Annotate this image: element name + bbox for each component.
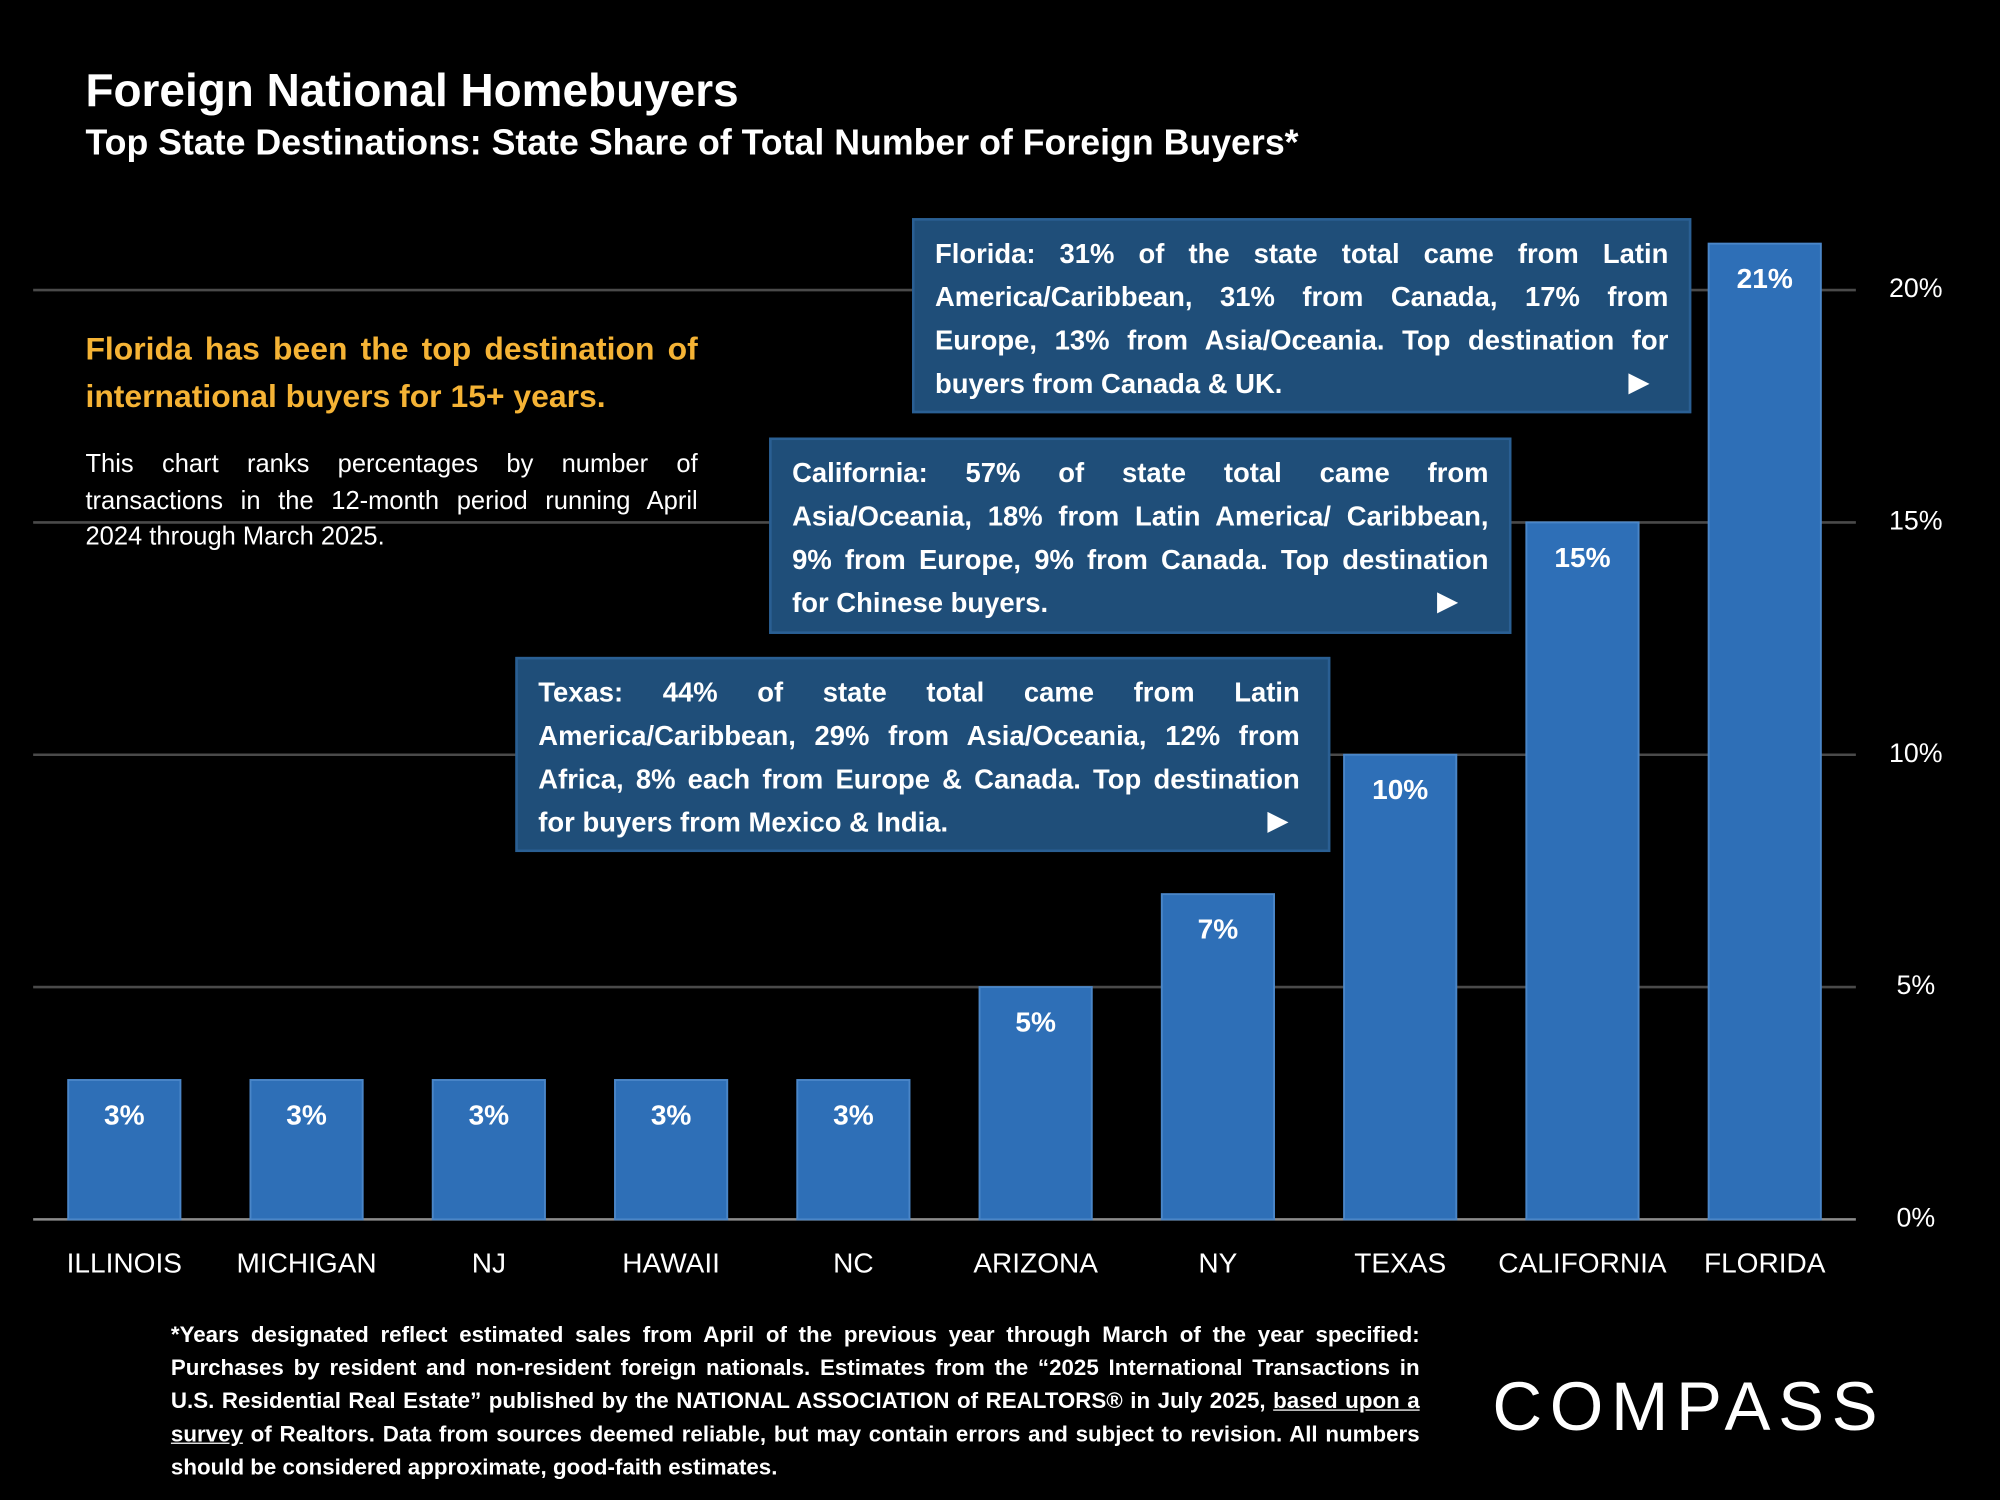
x-tick-label: TEXAS	[1354, 1248, 1446, 1279]
bar	[978, 986, 1093, 1221]
y-tick-label: 15%	[1889, 505, 1943, 535]
annotation-box: Florida: 31% of the state total came fro…	[911, 218, 1692, 414]
bar	[249, 1079, 364, 1221]
x-tick-label: NC	[833, 1248, 874, 1279]
y-tick-label: 10%	[1889, 738, 1943, 768]
x-tick-label: HAWAII	[622, 1248, 720, 1279]
bar	[614, 1079, 729, 1221]
callout-headline: Florida has been the top destination of …	[85, 331, 698, 415]
bar	[1525, 521, 1640, 1221]
arrow-icon: ▶	[1628, 368, 1649, 397]
value-label: 10%	[1372, 774, 1428, 805]
value-label: 3%	[104, 1099, 145, 1130]
callout-text: This chart ranks percentages by number o…	[85, 450, 698, 552]
value-label: 5%	[1015, 1006, 1056, 1037]
x-tick-label: FLORIDA	[1704, 1248, 1826, 1279]
annotation-text: California: 57% of state total came from…	[792, 457, 1489, 619]
annotation-text: Texas: 44% of state total came from Lati…	[538, 677, 1300, 839]
annotation-text: Florida: 31% of the state total came fro…	[934, 238, 1669, 400]
x-tick-label: ARIZONA	[973, 1248, 1098, 1279]
value-label: 7%	[1198, 914, 1239, 945]
arrow-icon: ▶	[1437, 588, 1458, 617]
x-tick-label: MICHIGAN	[236, 1248, 376, 1279]
x-tick-label: NY	[1198, 1248, 1237, 1279]
value-label: 3%	[469, 1099, 510, 1130]
value-label: 3%	[286, 1099, 327, 1130]
title: Foreign National Homebuyers	[85, 63, 739, 117]
value-label: 3%	[651, 1099, 692, 1130]
footnote: *Years designated reflect estimated sale…	[171, 1318, 1420, 1484]
bar	[1160, 893, 1275, 1221]
subtitle: Top State Destinations: State Share of T…	[85, 122, 1299, 162]
annotation-box: California: 57% of state total came from…	[769, 437, 1512, 634]
y-tick-label: 5%	[1896, 970, 1935, 1000]
x-tick-label: CALIFORNIA	[1498, 1248, 1667, 1279]
footnote-text: *Years designated reflect estimated sale…	[170, 1321, 1420, 1414]
bar	[796, 1079, 911, 1221]
x-tick-label: NJ	[472, 1248, 506, 1279]
value-label: 15%	[1554, 542, 1610, 573]
footnote-text: of Realtors. Data from sources deemed re…	[170, 1420, 1420, 1480]
bar	[431, 1079, 546, 1221]
bar	[67, 1079, 182, 1221]
x-tick-label: ILLINOIS	[67, 1248, 182, 1279]
value-label: 3%	[833, 1099, 874, 1130]
footnote-link: based upon a survey	[170, 1387, 1420, 1447]
y-tick-label: 0%	[1896, 1202, 1935, 1232]
value-label: 21%	[1737, 263, 1793, 294]
bar	[1707, 242, 1822, 1221]
logo: COMPASS	[1492, 1368, 1886, 1446]
bar	[1343, 753, 1458, 1221]
y-tick-label: 20%	[1889, 273, 1943, 303]
arrow-icon: ▶	[1267, 807, 1288, 836]
annotation-box: Texas: 44% of state total came from Lati…	[515, 656, 1331, 853]
